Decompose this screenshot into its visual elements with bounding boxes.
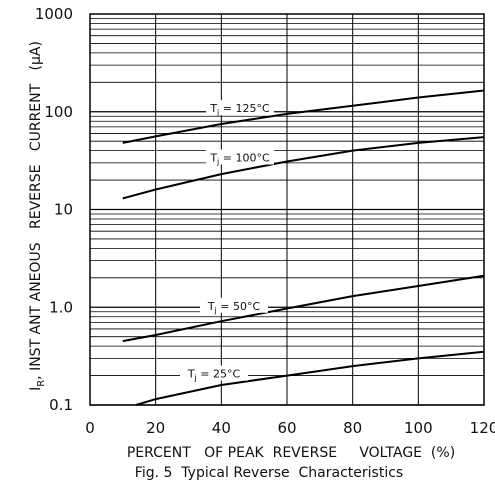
grid — [89, 14, 485, 406]
x-tick-label: 40 — [212, 419, 231, 437]
series-line-4 — [135, 350, 485, 406]
series-label-background — [206, 149, 274, 165]
y-axis-label: IR, INST ANT ANEOUS REVERSE CURRENT (µA) — [28, 41, 47, 391]
series-label-rest: = 125°C — [219, 102, 270, 115]
series-label-subscript: j — [216, 108, 219, 117]
y-axis-label-rest: , INST ANT ANEOUS REVERSE CURRENT (µA) — [28, 41, 44, 380]
x-tick-label: 20 — [146, 419, 165, 437]
series-label-subscript: j — [214, 306, 217, 315]
series-label-main: T — [209, 102, 217, 115]
y-tick-label: 100 — [44, 103, 73, 121]
x-tick-labels: 0 20 40 60 80 100 120 — [85, 419, 495, 437]
x-tick-label: 80 — [343, 419, 362, 437]
series-line-2 — [122, 136, 485, 200]
curve-labels: Tj = 125°CTj = 100°CTj = 50°CTj = 25°C — [180, 100, 274, 383]
y-tick-label: 10 — [54, 201, 73, 219]
x-axis-label: PERCENT OF PEAK REVERSE VOLTAGE (%) — [127, 445, 455, 461]
series-label-main: T — [187, 368, 195, 381]
series-line-1 — [122, 89, 485, 144]
series-label-rest: = 100°C — [219, 152, 270, 165]
y-tick-label: 1.0 — [49, 298, 73, 316]
series-label: Tj = 50°C — [207, 300, 261, 315]
x-tick-label: 120 — [470, 419, 495, 437]
series-line-3 — [122, 274, 485, 343]
series-label-background — [200, 297, 268, 313]
y-tick-labels: 0.1 1.0 10 100 1000 — [35, 5, 73, 414]
series-label-rest: = 25°C — [197, 368, 241, 381]
series-label: Tj = 100°C — [209, 152, 270, 167]
y-tick-label: 1000 — [35, 5, 73, 23]
series-label-background — [180, 365, 248, 381]
chart-caption: Fig. 5 Typical Reverse Characteristics — [135, 465, 403, 481]
series-label-rest: = 50°C — [217, 300, 261, 313]
series-label: Tj = 25°C — [187, 368, 241, 383]
series-label-background — [206, 100, 274, 116]
x-tick-label: 60 — [277, 419, 296, 437]
y-tick-label: 0.1 — [49, 396, 73, 414]
series-label-subscript: j — [216, 158, 219, 167]
curves — [122, 89, 485, 406]
y-axis-label-prefix: I — [28, 387, 44, 391]
x-tick-label: 100 — [404, 419, 433, 437]
y-axis-label-subscript: R — [36, 380, 47, 387]
series-label: Tj = 125°C — [209, 102, 270, 117]
plot-frame — [89, 13, 485, 406]
series-label-main: T — [209, 152, 217, 165]
x-tick-label: 0 — [85, 419, 95, 437]
series-label-subscript: j — [194, 374, 197, 383]
series-label-main: T — [207, 300, 215, 313]
